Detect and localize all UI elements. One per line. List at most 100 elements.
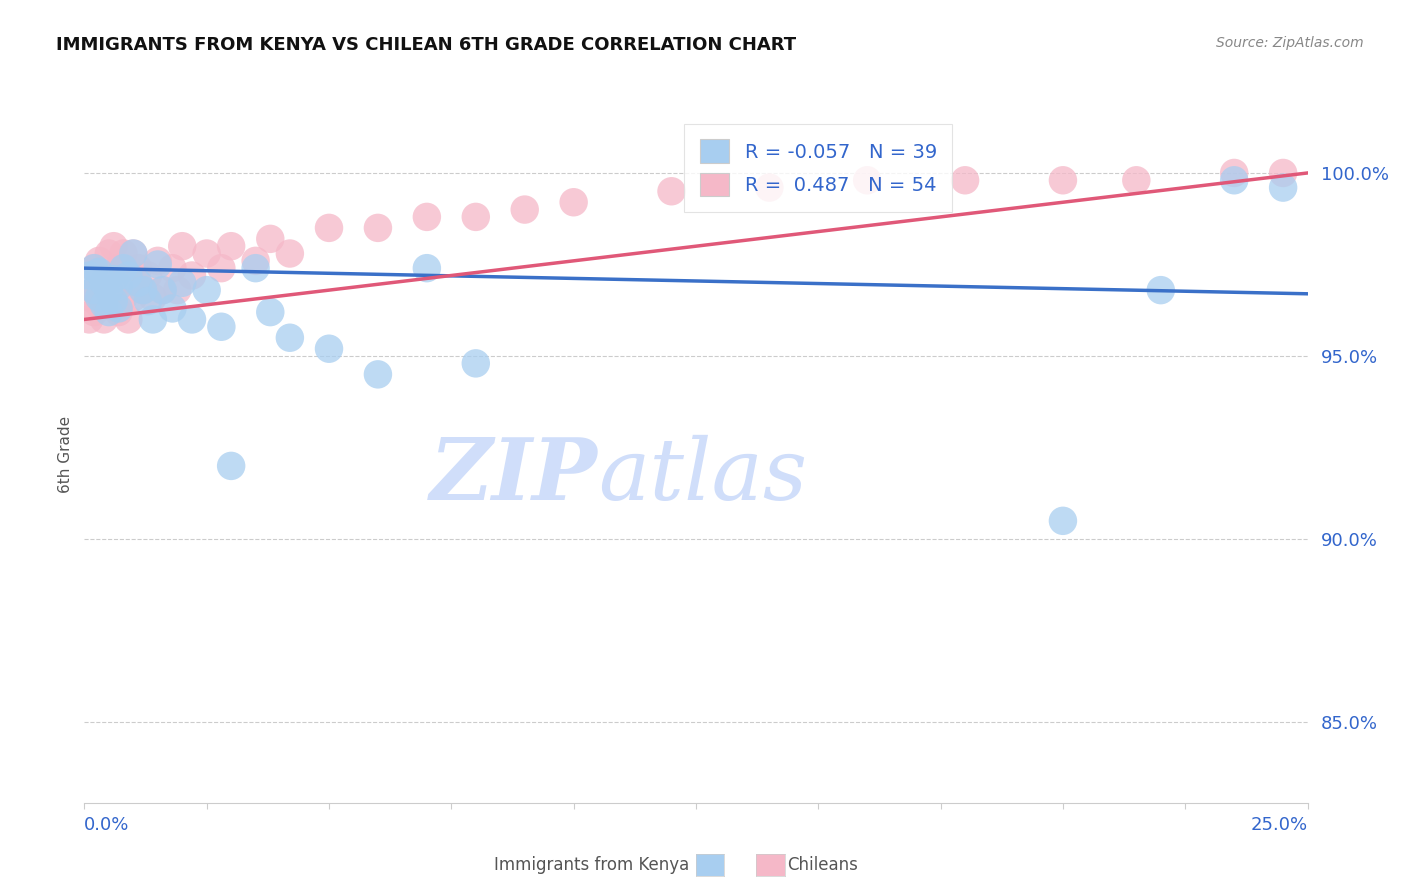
Point — [103, 239, 125, 253]
Point — [132, 283, 155, 297]
Point — [195, 283, 218, 297]
Text: ZIP: ZIP — [430, 434, 598, 517]
Point — [464, 210, 486, 224]
Point — [87, 298, 110, 312]
Point — [83, 305, 105, 319]
Text: Immigrants from Kenya: Immigrants from Kenya — [494, 856, 689, 874]
Point — [367, 368, 389, 382]
Point — [112, 261, 135, 276]
Point — [83, 283, 105, 297]
Point — [112, 246, 135, 260]
Point — [162, 301, 184, 316]
Point — [195, 246, 218, 260]
Point — [758, 180, 780, 194]
Point — [661, 184, 683, 198]
Point — [1223, 166, 1246, 180]
Point — [1052, 514, 1074, 528]
Point — [152, 283, 174, 297]
Text: Chileans: Chileans — [787, 856, 858, 874]
Point — [162, 261, 184, 276]
Point — [103, 283, 125, 297]
Point — [87, 253, 110, 268]
Point — [1272, 180, 1295, 194]
Point — [107, 301, 129, 316]
Point — [318, 220, 340, 235]
Point — [83, 261, 105, 276]
Point — [93, 312, 115, 326]
Point — [1150, 283, 1173, 297]
Point — [77, 268, 100, 283]
Point — [142, 290, 165, 304]
Point — [856, 173, 879, 187]
Point — [278, 331, 301, 345]
Point — [117, 312, 139, 326]
Point — [152, 283, 174, 297]
Text: IMMIGRANTS FROM KENYA VS CHILEAN 6TH GRADE CORRELATION CHART: IMMIGRANTS FROM KENYA VS CHILEAN 6TH GRA… — [56, 36, 796, 54]
Point — [142, 312, 165, 326]
Point — [1125, 173, 1147, 187]
Point — [136, 268, 159, 283]
Point — [87, 276, 110, 290]
Point — [103, 272, 125, 286]
Point — [181, 268, 204, 283]
Point — [97, 290, 120, 304]
Point — [97, 246, 120, 260]
Text: 0.0%: 0.0% — [84, 816, 129, 834]
Point — [219, 458, 242, 473]
Point — [181, 312, 204, 326]
Point — [166, 283, 188, 297]
Point — [112, 290, 135, 304]
Point — [107, 305, 129, 319]
Point — [127, 261, 149, 276]
Point — [209, 319, 232, 334]
Point — [136, 294, 159, 309]
Point — [367, 220, 389, 235]
Point — [464, 356, 486, 370]
Point — [172, 239, 194, 253]
Legend: R = -0.057   N = 39, R =  0.487   N = 54: R = -0.057 N = 39, R = 0.487 N = 54 — [685, 124, 952, 212]
Point — [117, 268, 139, 283]
Point — [172, 276, 194, 290]
Point — [93, 268, 115, 283]
Point — [103, 294, 125, 309]
Point — [122, 290, 145, 304]
Point — [77, 290, 100, 304]
Point — [87, 290, 110, 304]
Point — [1272, 166, 1295, 180]
Point — [122, 246, 145, 260]
Point — [93, 276, 115, 290]
Point — [93, 298, 115, 312]
Point — [122, 246, 145, 260]
Point — [127, 276, 149, 290]
Point — [146, 258, 169, 272]
Point — [97, 283, 120, 297]
Point — [259, 305, 281, 319]
Point — [562, 195, 585, 210]
Point — [318, 342, 340, 356]
Point — [132, 283, 155, 297]
Point — [1223, 173, 1246, 187]
Point — [83, 283, 105, 297]
Point — [278, 246, 301, 260]
Point — [77, 312, 100, 326]
Text: 25.0%: 25.0% — [1250, 816, 1308, 834]
Point — [87, 265, 110, 279]
Point — [1052, 173, 1074, 187]
Text: atlas: atlas — [598, 434, 807, 517]
Point — [245, 253, 267, 268]
Point — [93, 290, 115, 304]
Point — [416, 210, 439, 224]
Point — [513, 202, 536, 217]
Point — [107, 279, 129, 293]
Point — [416, 261, 439, 276]
Point — [117, 268, 139, 283]
Point — [107, 261, 129, 276]
Point — [219, 239, 242, 253]
Point — [83, 261, 105, 276]
Point — [97, 305, 120, 319]
Text: Source: ZipAtlas.com: Source: ZipAtlas.com — [1216, 36, 1364, 50]
Point — [146, 253, 169, 268]
Point — [97, 268, 120, 283]
Point — [209, 261, 232, 276]
Point — [953, 173, 976, 187]
